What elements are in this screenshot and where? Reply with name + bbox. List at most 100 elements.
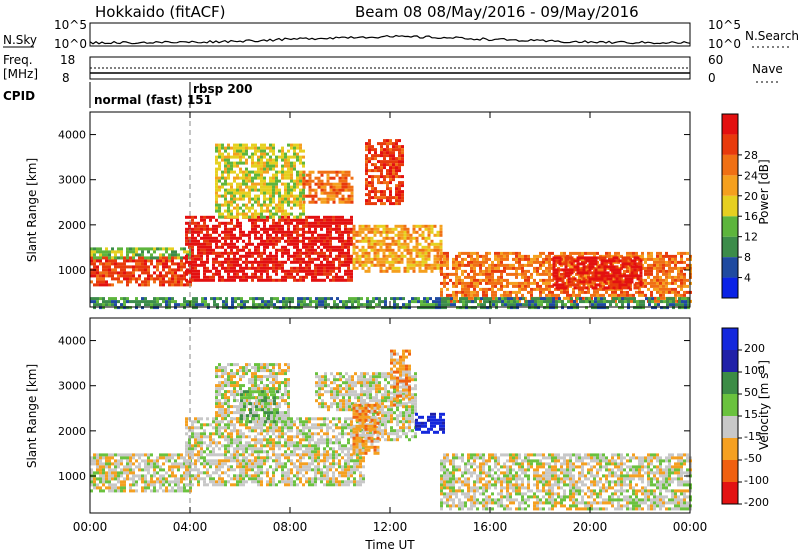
heatmap-cell [332, 228, 335, 231]
heatmap-cell [203, 219, 206, 222]
heatmap-cell [272, 264, 275, 267]
heatmap-cell [287, 252, 290, 255]
heatmap-cell [335, 279, 338, 282]
heatmap-cell [218, 459, 221, 462]
heatmap-cell [239, 147, 242, 150]
heatmap-cell [428, 258, 431, 261]
heatmap-cell [105, 453, 108, 456]
heatmap-cell [671, 261, 674, 264]
heatmap-cell [306, 180, 309, 183]
heatmap-cell [545, 267, 548, 270]
heatmap-cell [218, 189, 221, 192]
heatmap-cell [144, 256, 147, 259]
heatmap-cell [120, 474, 123, 477]
heatmap-cell [644, 282, 647, 285]
heatmap-cell [287, 165, 290, 168]
heatmap-cell [500, 282, 503, 285]
heatmap-cell [377, 231, 380, 234]
heatmap-cell [398, 225, 401, 228]
heatmap-cell [185, 261, 188, 264]
heatmap-cell [260, 210, 263, 213]
heatmap-cell [290, 270, 293, 273]
heatmap-cell [443, 285, 446, 288]
heatmap-cell [470, 285, 473, 288]
heatmap-cell [215, 231, 218, 234]
heatmap-cell [272, 144, 275, 147]
heatmap-cell [245, 147, 248, 150]
heatmap-cell [353, 231, 356, 234]
heatmap-cell [209, 465, 212, 468]
heatmap-cell [236, 432, 239, 435]
heatmap-cell [138, 453, 141, 456]
heatmap-cell [353, 237, 356, 240]
heatmap-cell [665, 270, 668, 273]
heatmap-cell [407, 246, 410, 249]
heatmap-cell [586, 271, 589, 274]
heatmap-cell [483, 297, 486, 300]
heatmap-cell [650, 252, 653, 255]
heatmap-cell [299, 177, 302, 180]
heatmap-cell [495, 300, 498, 303]
heatmap-cell [539, 291, 542, 294]
heatmap-cell [233, 225, 236, 228]
heatmap-cell [311, 216, 314, 219]
heatmap-cell [308, 222, 311, 225]
heatmap-cell [194, 444, 197, 447]
heatmap-cell [221, 147, 224, 150]
heatmap-cell [395, 145, 398, 148]
heatmap-cell [369, 300, 372, 303]
heatmap-cell [138, 283, 141, 286]
heatmap-cell [494, 282, 497, 285]
heatmap-cell [269, 168, 272, 171]
heatmap-cell [518, 285, 521, 288]
heatmap-cell [553, 268, 556, 271]
heatmap-cell [102, 280, 105, 283]
heatmap-cell [236, 441, 239, 444]
heatmap-cell [347, 255, 350, 258]
heatmap-cell [194, 261, 197, 264]
heatmap-cell [186, 303, 189, 306]
heatmap-cell [500, 288, 503, 291]
heatmap-cell [431, 267, 434, 270]
heatmap-cell [401, 255, 404, 258]
heatmap-cell [275, 273, 278, 276]
heatmap-cell [260, 276, 263, 279]
heatmap-cell [488, 270, 491, 273]
heatmap-cell [96, 277, 99, 280]
heatmap-cell [644, 261, 647, 264]
heatmap-cell [398, 240, 401, 243]
heatmap-cell [380, 190, 383, 193]
heatmap-cell [565, 274, 568, 277]
heatmap-cell [227, 279, 230, 282]
heatmap-cell [542, 282, 545, 285]
heatmap-cell [203, 249, 206, 252]
heatmap-cell [266, 231, 269, 234]
heatmap-cell [162, 477, 165, 480]
heatmap-cell [231, 300, 234, 303]
heatmap-cell [197, 258, 200, 261]
heatmap-cell [491, 270, 494, 273]
heatmap-cell [108, 256, 111, 259]
heatmap-cell [248, 192, 251, 195]
heatmap-cell [248, 201, 251, 204]
heatmap-cell [227, 267, 230, 270]
heatmap-cell [461, 288, 464, 291]
heatmap-cell [680, 285, 683, 288]
heatmap-cell [618, 297, 621, 300]
heatmap-cell [230, 165, 233, 168]
heatmap-cell [662, 267, 665, 270]
heatmap-cell [278, 228, 281, 231]
heatmap-cell [395, 160, 398, 163]
heatmap-cell [209, 252, 212, 255]
heatmap-cell [631, 265, 634, 268]
heatmap-cell [662, 261, 665, 264]
heatmap-cell [257, 168, 260, 171]
heatmap-cell [650, 264, 653, 267]
heatmap-cell [525, 303, 528, 306]
heatmap-cell [641, 291, 644, 294]
heatmap-cell [108, 480, 111, 483]
heatmap-cell [260, 213, 263, 216]
heatmap-cell [488, 279, 491, 282]
heatmap-cell [263, 240, 266, 243]
